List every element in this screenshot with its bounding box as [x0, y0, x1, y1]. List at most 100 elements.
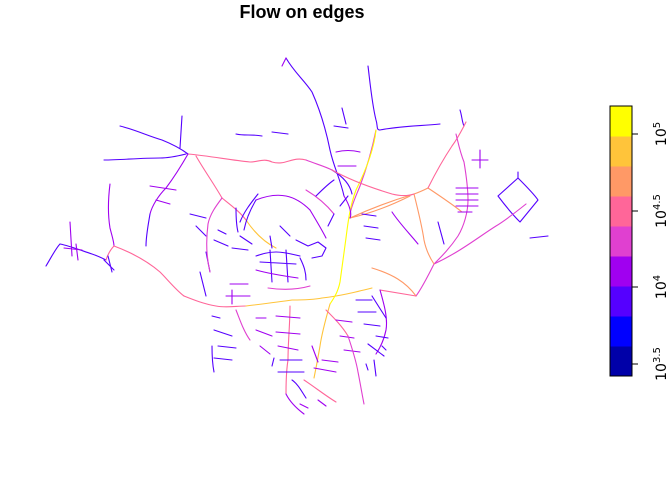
legend-tick-label: 103.5	[652, 347, 670, 381]
legend-tick-label: 105	[652, 122, 670, 146]
road-edge	[347, 335, 365, 405]
legend-band	[610, 316, 632, 347]
road-edge	[255, 269, 299, 279]
road-edge	[277, 359, 305, 373]
road-edge	[305, 189, 335, 215]
road-edge	[459, 109, 465, 127]
road-edge	[267, 285, 311, 290]
road-edge	[195, 155, 223, 199]
road-edge	[315, 179, 335, 197]
road-edge	[327, 195, 349, 227]
road-edge	[391, 211, 419, 245]
road-edge	[299, 257, 307, 281]
road-edge	[303, 379, 337, 403]
road-edge	[255, 251, 301, 257]
road-edge	[187, 153, 307, 164]
road-edge	[309, 209, 327, 239]
legend-ticks: 103.5 104 104.5 105	[632, 122, 670, 381]
road-edge	[325, 309, 349, 337]
legend-band	[610, 106, 632, 137]
road-edge	[355, 299, 381, 327]
road-edge	[379, 289, 417, 297]
road-edge	[255, 194, 311, 211]
legend-tick-label: 104.5	[652, 194, 670, 228]
road-edge	[305, 159, 333, 171]
road-edge	[291, 379, 307, 399]
road-edge	[211, 345, 215, 373]
road-edge	[255, 317, 273, 355]
plot-title: Flow on edges	[239, 2, 365, 22]
road-edge	[63, 221, 83, 261]
road-edge	[213, 229, 229, 247]
road-edge	[331, 169, 415, 197]
legend-band	[610, 226, 632, 257]
road-edge	[235, 309, 251, 341]
road-edge	[183, 295, 247, 308]
road-network-map	[45, 57, 549, 415]
road-edge	[103, 255, 115, 273]
road-edge	[379, 123, 441, 131]
road-edge	[497, 177, 539, 223]
road-edge	[375, 289, 388, 355]
road-edge	[335, 319, 361, 353]
road-edge	[427, 187, 463, 213]
road-edge	[103, 153, 187, 161]
road-edge	[349, 129, 377, 215]
road-edge	[321, 287, 373, 299]
road-edge	[145, 213, 151, 247]
road-edge	[275, 315, 301, 351]
road-edge	[433, 199, 469, 265]
road-edge	[113, 245, 185, 297]
road-edge	[365, 359, 377, 377]
road-edge	[285, 393, 305, 415]
road-edge	[471, 149, 489, 169]
road-edge	[243, 199, 257, 231]
road-edge	[295, 239, 327, 259]
legend-bands	[610, 106, 632, 377]
road-edge	[349, 195, 411, 219]
road-edge	[149, 185, 177, 205]
road-edge	[107, 183, 115, 247]
legend-band	[610, 136, 632, 167]
road-edge	[207, 197, 223, 225]
road-edge	[311, 345, 339, 373]
road-edge	[437, 221, 549, 245]
legend-band	[610, 346, 632, 377]
road-edge	[371, 267, 417, 297]
legend-band	[610, 166, 632, 197]
road-edge	[59, 243, 107, 261]
legend-band	[610, 196, 632, 227]
road-edge	[427, 121, 467, 189]
road-edge	[367, 65, 381, 131]
road-edge	[433, 203, 527, 265]
road-edge	[415, 263, 435, 297]
road-edge	[119, 125, 189, 155]
road-edge	[189, 213, 207, 237]
road-edge	[455, 133, 469, 201]
road-edge	[329, 237, 347, 305]
road-edge	[105, 245, 115, 261]
road-edge	[245, 297, 323, 307]
road-edge	[299, 399, 327, 409]
road-edge	[239, 193, 259, 223]
legend-tick-label: 104	[652, 275, 670, 299]
road-edge	[235, 207, 239, 233]
road-edge	[225, 283, 251, 305]
legend-frame	[609, 105, 633, 377]
road-edge	[367, 295, 389, 357]
road-edge	[245, 219, 277, 249]
road-edge	[206, 223, 211, 273]
road-edge	[413, 193, 435, 265]
legend-band	[610, 256, 632, 287]
road-edge	[361, 213, 381, 241]
road-edge	[179, 115, 183, 149]
road-edge	[345, 129, 377, 239]
road-edge	[235, 131, 289, 137]
road-edge	[313, 303, 331, 379]
road-edge	[269, 225, 291, 249]
road-edge	[281, 57, 287, 67]
legend-band	[610, 286, 632, 317]
road-edge	[335, 149, 361, 167]
